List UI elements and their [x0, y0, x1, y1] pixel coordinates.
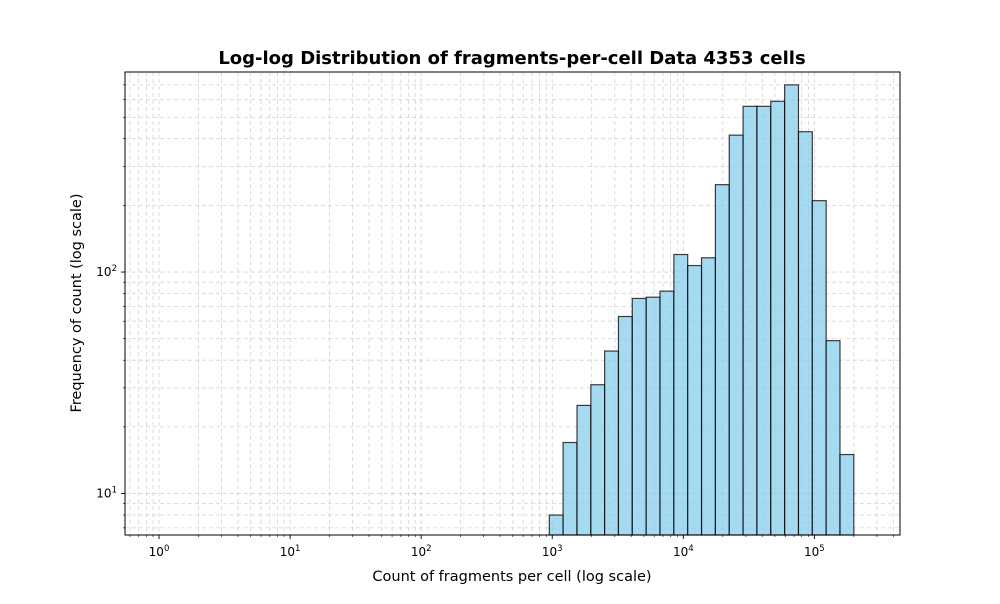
y-axis-label: Frequency of count (log scale) [69, 193, 85, 412]
histogram-bar [742, 105, 758, 536]
histogram-bar [631, 297, 647, 536]
histogram-bar [604, 350, 620, 536]
histogram-bar [839, 453, 855, 536]
histogram-bar [687, 264, 703, 536]
histogram-bar [770, 100, 786, 536]
histogram-bar [659, 290, 675, 536]
histogram-bar [673, 253, 689, 536]
histogram-bar [784, 84, 800, 536]
histogram-bar [576, 404, 592, 536]
x-tick-label: 105 [804, 544, 825, 559]
histogram-bars [548, 84, 855, 536]
x-tick-label: 100 [149, 544, 170, 559]
histogram-bar [617, 315, 633, 536]
histogram-bar [811, 200, 827, 536]
histogram-bar [714, 184, 730, 536]
y-tick-label: 102 [96, 264, 117, 279]
chart-title: Log-log Distribution of fragments-per-ce… [218, 48, 805, 69]
y-tick-label: 101 [96, 486, 117, 501]
histogram-bar [700, 257, 716, 536]
histogram-bar [645, 296, 661, 536]
x-tick-label: 102 [411, 544, 432, 559]
histogram-bar [548, 514, 564, 536]
histogram-bar [562, 441, 578, 536]
histogram-bar [590, 384, 606, 536]
histogram-bar [756, 105, 772, 536]
x-tick-label: 103 [542, 544, 563, 559]
histogram-bar [797, 131, 813, 536]
x-tick-label: 104 [673, 544, 694, 559]
x-axis-ticks: 100 101 102 103 104 105 [129, 535, 894, 559]
histogram-bar [825, 340, 841, 536]
histogram-bar [728, 134, 744, 536]
x-axis-label: Count of fragments per cell (log scale) [372, 569, 651, 585]
x-tick-label: 101 [280, 544, 301, 559]
y-axis-ticks: 101 102 [96, 84, 125, 529]
